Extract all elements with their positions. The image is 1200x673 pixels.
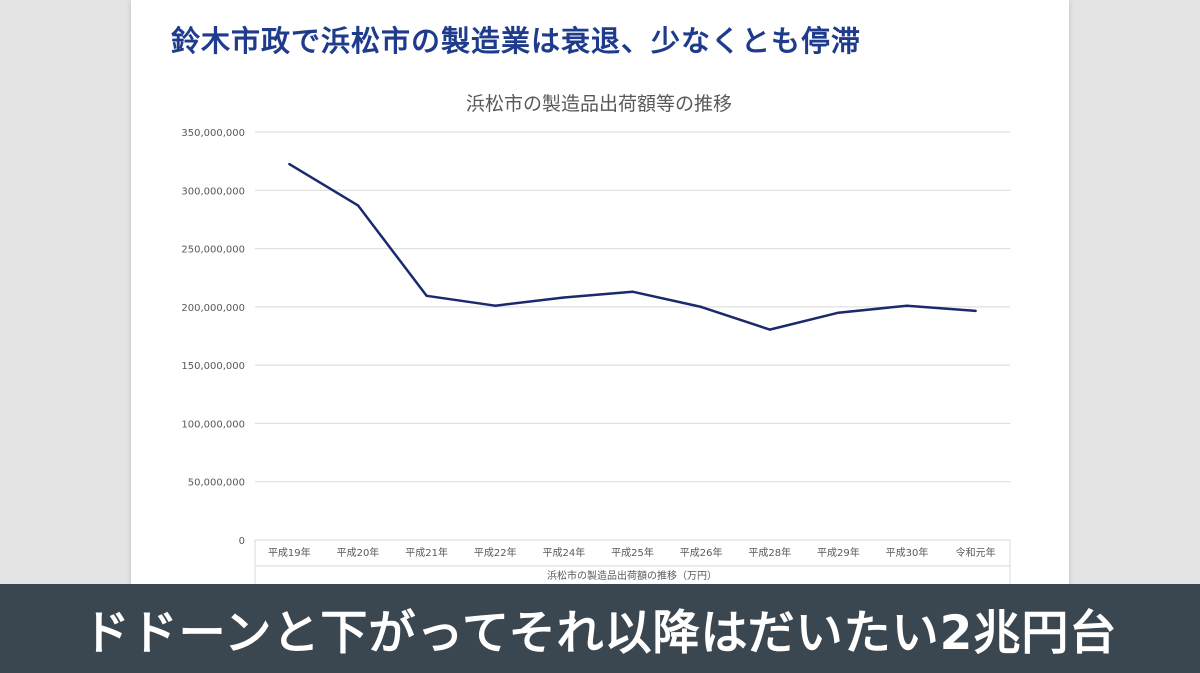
- y-tick-label: 300,000,000: [181, 186, 245, 197]
- x-tick-label: 平成21年: [405, 546, 448, 559]
- x-tick-label: 平成29年: [817, 546, 860, 559]
- y-tick-label: 350,000,000: [181, 128, 245, 139]
- gridlines: [254, 131, 1011, 584]
- data-point: [562, 296, 566, 299]
- caption-text: ドドーンと下がってそれ以降はだいたい2兆円台: [82, 606, 1118, 661]
- x-tick-label: 平成22年: [474, 546, 517, 559]
- series-line: [288, 163, 976, 331]
- y-tick-label: 250,000,000: [181, 245, 245, 256]
- data-point: [631, 290, 634, 293]
- data-point: [905, 304, 909, 307]
- data-point: [699, 305, 703, 309]
- data-point: [356, 204, 360, 207]
- y-tick-label: 150,000,000: [181, 361, 245, 372]
- data-point: [425, 294, 428, 297]
- legend-entry: 浜松市の製造品出荷額の推移（万円）: [547, 569, 717, 582]
- y-tick-label: 0: [239, 536, 245, 547]
- x-tick-label: 平成20年: [337, 546, 380, 559]
- data-point: [494, 304, 497, 307]
- data-point: [974, 309, 977, 313]
- x-tick-label: 平成25年: [611, 546, 654, 559]
- y-tick-label: 100,000,000: [181, 419, 245, 430]
- data-point: [837, 311, 840, 314]
- x-tick-label: 平成28年: [748, 546, 791, 559]
- x-tick-label: 平成26年: [680, 546, 723, 559]
- caption-bar: ドドーンと下がってそれ以降はだいたい2兆円台: [0, 584, 1200, 673]
- x-tick-label: 平成24年: [542, 546, 585, 559]
- x-axis-ticks: 平成19年 平成20年 平成21年 平成22年 平成24年 平成25年 平成26年 平成28年…: [268, 546, 996, 559]
- y-tick-label: 50,000,000: [188, 478, 245, 489]
- slide: 鈴木市政で浜松市の製造業は衰退、少なくとも停滞: [131, 0, 1069, 600]
- x-tick-label: 平成19年: [268, 546, 311, 559]
- x-tick-label: 令和元年: [956, 546, 996, 559]
- slide-title: 鈴木市政で浜松市の製造業は衰退、少なくとも停滞: [171, 24, 862, 58]
- y-axis-ticks: 0 50,000,000 100,000,000 150,000,000 200,000…: [181, 128, 245, 547]
- y-tick-label: 200,000,000: [181, 303, 245, 314]
- chart-title: 浜松市の製造品出荷額等の推移: [466, 93, 732, 115]
- data-point: [288, 162, 291, 166]
- series-group: [288, 162, 977, 331]
- x-tick-label: 平成30年: [886, 546, 929, 559]
- data-point: [768, 328, 771, 331]
